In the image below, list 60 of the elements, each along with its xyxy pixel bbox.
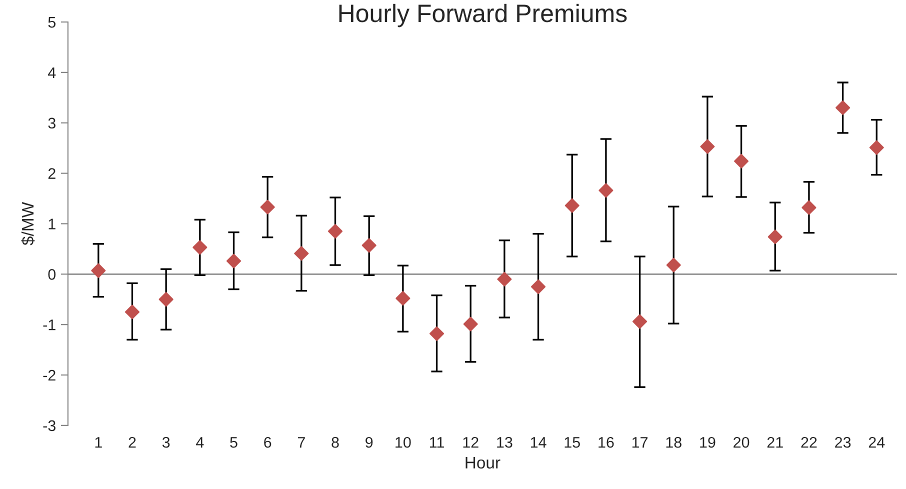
x-tick-label: 5 — [230, 437, 238, 448]
y-tick-label: 1 — [48, 218, 56, 230]
point — [260, 200, 275, 214]
point — [869, 140, 884, 155]
point — [802, 200, 816, 215]
x-tick-label: 16 — [598, 436, 614, 448]
x-tick-label: 1 — [95, 437, 102, 448]
x-tick-label: 18 — [666, 436, 682, 448]
point — [497, 272, 512, 286]
point — [226, 254, 242, 268]
y-tick-label: 0 — [48, 269, 56, 280]
x-tick-label: 20 — [734, 436, 750, 448]
x-tick-label: 15 — [564, 437, 580, 448]
point — [362, 238, 376, 253]
chart-title: Hourly Forward Premiums — [339, 4, 627, 28]
x-tick-label: 10 — [396, 436, 411, 448]
y-axis-title: $/MW — [21, 202, 35, 246]
y-tick-label: -3 — [43, 420, 56, 432]
y-tick-label: -1 — [43, 320, 56, 330]
x-tick-label: 23 — [835, 436, 851, 448]
x-tick-label: 8 — [332, 436, 339, 448]
x-tick-label: 2 — [128, 436, 136, 448]
point — [836, 100, 850, 116]
y-tick-label: 3 — [48, 118, 56, 129]
x-tick-label: 7 — [298, 437, 305, 448]
x-tick-label: 12 — [463, 436, 478, 448]
x-tick-label: 14 — [530, 437, 546, 448]
point — [463, 316, 478, 332]
point — [564, 198, 580, 213]
x-tick-label: 9 — [366, 436, 373, 448]
point — [700, 139, 715, 154]
point — [124, 304, 140, 320]
x-tick-label: 22 — [801, 436, 817, 448]
point — [158, 292, 174, 307]
x-tick-label: 4 — [196, 437, 204, 448]
x-tick-label: 13 — [497, 436, 512, 448]
point — [666, 258, 681, 272]
x-tick-label: 24 — [868, 436, 885, 448]
x-tick-label: 3 — [162, 436, 170, 448]
point — [294, 246, 309, 261]
x-tick-label: 21 — [767, 436, 783, 448]
point — [192, 240, 208, 255]
point — [734, 154, 749, 168]
point — [396, 291, 410, 306]
point — [598, 183, 614, 198]
x-tick-label: 19 — [700, 436, 716, 448]
y-tick-label: 5 — [48, 17, 56, 28]
x-tick-label: 11 — [430, 437, 444, 448]
point — [91, 263, 106, 278]
x-tick-label: 6 — [264, 436, 272, 448]
x-axis-title: Hour — [466, 456, 500, 469]
x-tick-label: 17 — [632, 437, 648, 448]
y-tick-label: -2 — [43, 370, 56, 381]
point — [530, 279, 546, 294]
y-tick-label: 4 — [48, 67, 56, 78]
point — [768, 230, 782, 244]
point — [429, 326, 444, 341]
point — [328, 224, 343, 239]
y-tick-label: 2 — [48, 168, 56, 179]
point — [632, 314, 648, 329]
